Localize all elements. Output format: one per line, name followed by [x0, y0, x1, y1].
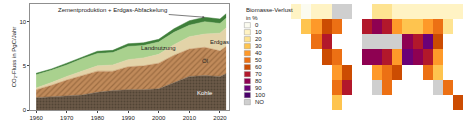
svg-text:1960: 1960: [29, 115, 43, 121]
svg-text:80: 80: [255, 78, 262, 84]
svg-text:Landnutzung: Landnutzung: [141, 45, 176, 51]
svg-text:Öl: Öl: [202, 58, 208, 64]
svg-text:1990: 1990: [121, 115, 135, 121]
svg-text:NO: NO: [255, 99, 264, 105]
svg-text:Zementproduktion + Erdgas-Abfa: Zementproduktion + Erdgas-Abfackelung: [58, 7, 167, 13]
svg-text:Erdgas: Erdgas: [210, 39, 229, 45]
svg-text:1980: 1980: [91, 115, 105, 121]
svg-text:2010: 2010: [183, 115, 197, 121]
svg-text:5: 5: [23, 63, 27, 69]
svg-text:60: 60: [255, 64, 262, 70]
svg-text:CO₂-Fluss in PgC/Jahr: CO₂-Fluss in PgC/Jahr: [11, 27, 17, 88]
svg-text:1970: 1970: [60, 115, 74, 121]
svg-text:30: 30: [255, 43, 262, 49]
svg-text:70: 70: [255, 71, 262, 77]
svg-text:100: 100: [255, 92, 266, 98]
svg-text:10: 10: [255, 29, 262, 35]
svg-text:2000: 2000: [152, 115, 166, 121]
svg-text:40: 40: [255, 50, 262, 56]
svg-text:2020: 2020: [213, 115, 227, 121]
svg-text:50: 50: [255, 57, 262, 63]
svg-text:Biomasse-Verlustin %: Biomasse-Verlustin %: [246, 7, 293, 21]
svg-text:0: 0: [255, 22, 259, 28]
svg-text:Kohle: Kohle: [197, 90, 213, 96]
svg-text:20: 20: [255, 36, 262, 42]
svg-text:10: 10: [20, 19, 27, 25]
svg-text:90: 90: [255, 85, 262, 91]
svg-text:0: 0: [23, 107, 27, 113]
